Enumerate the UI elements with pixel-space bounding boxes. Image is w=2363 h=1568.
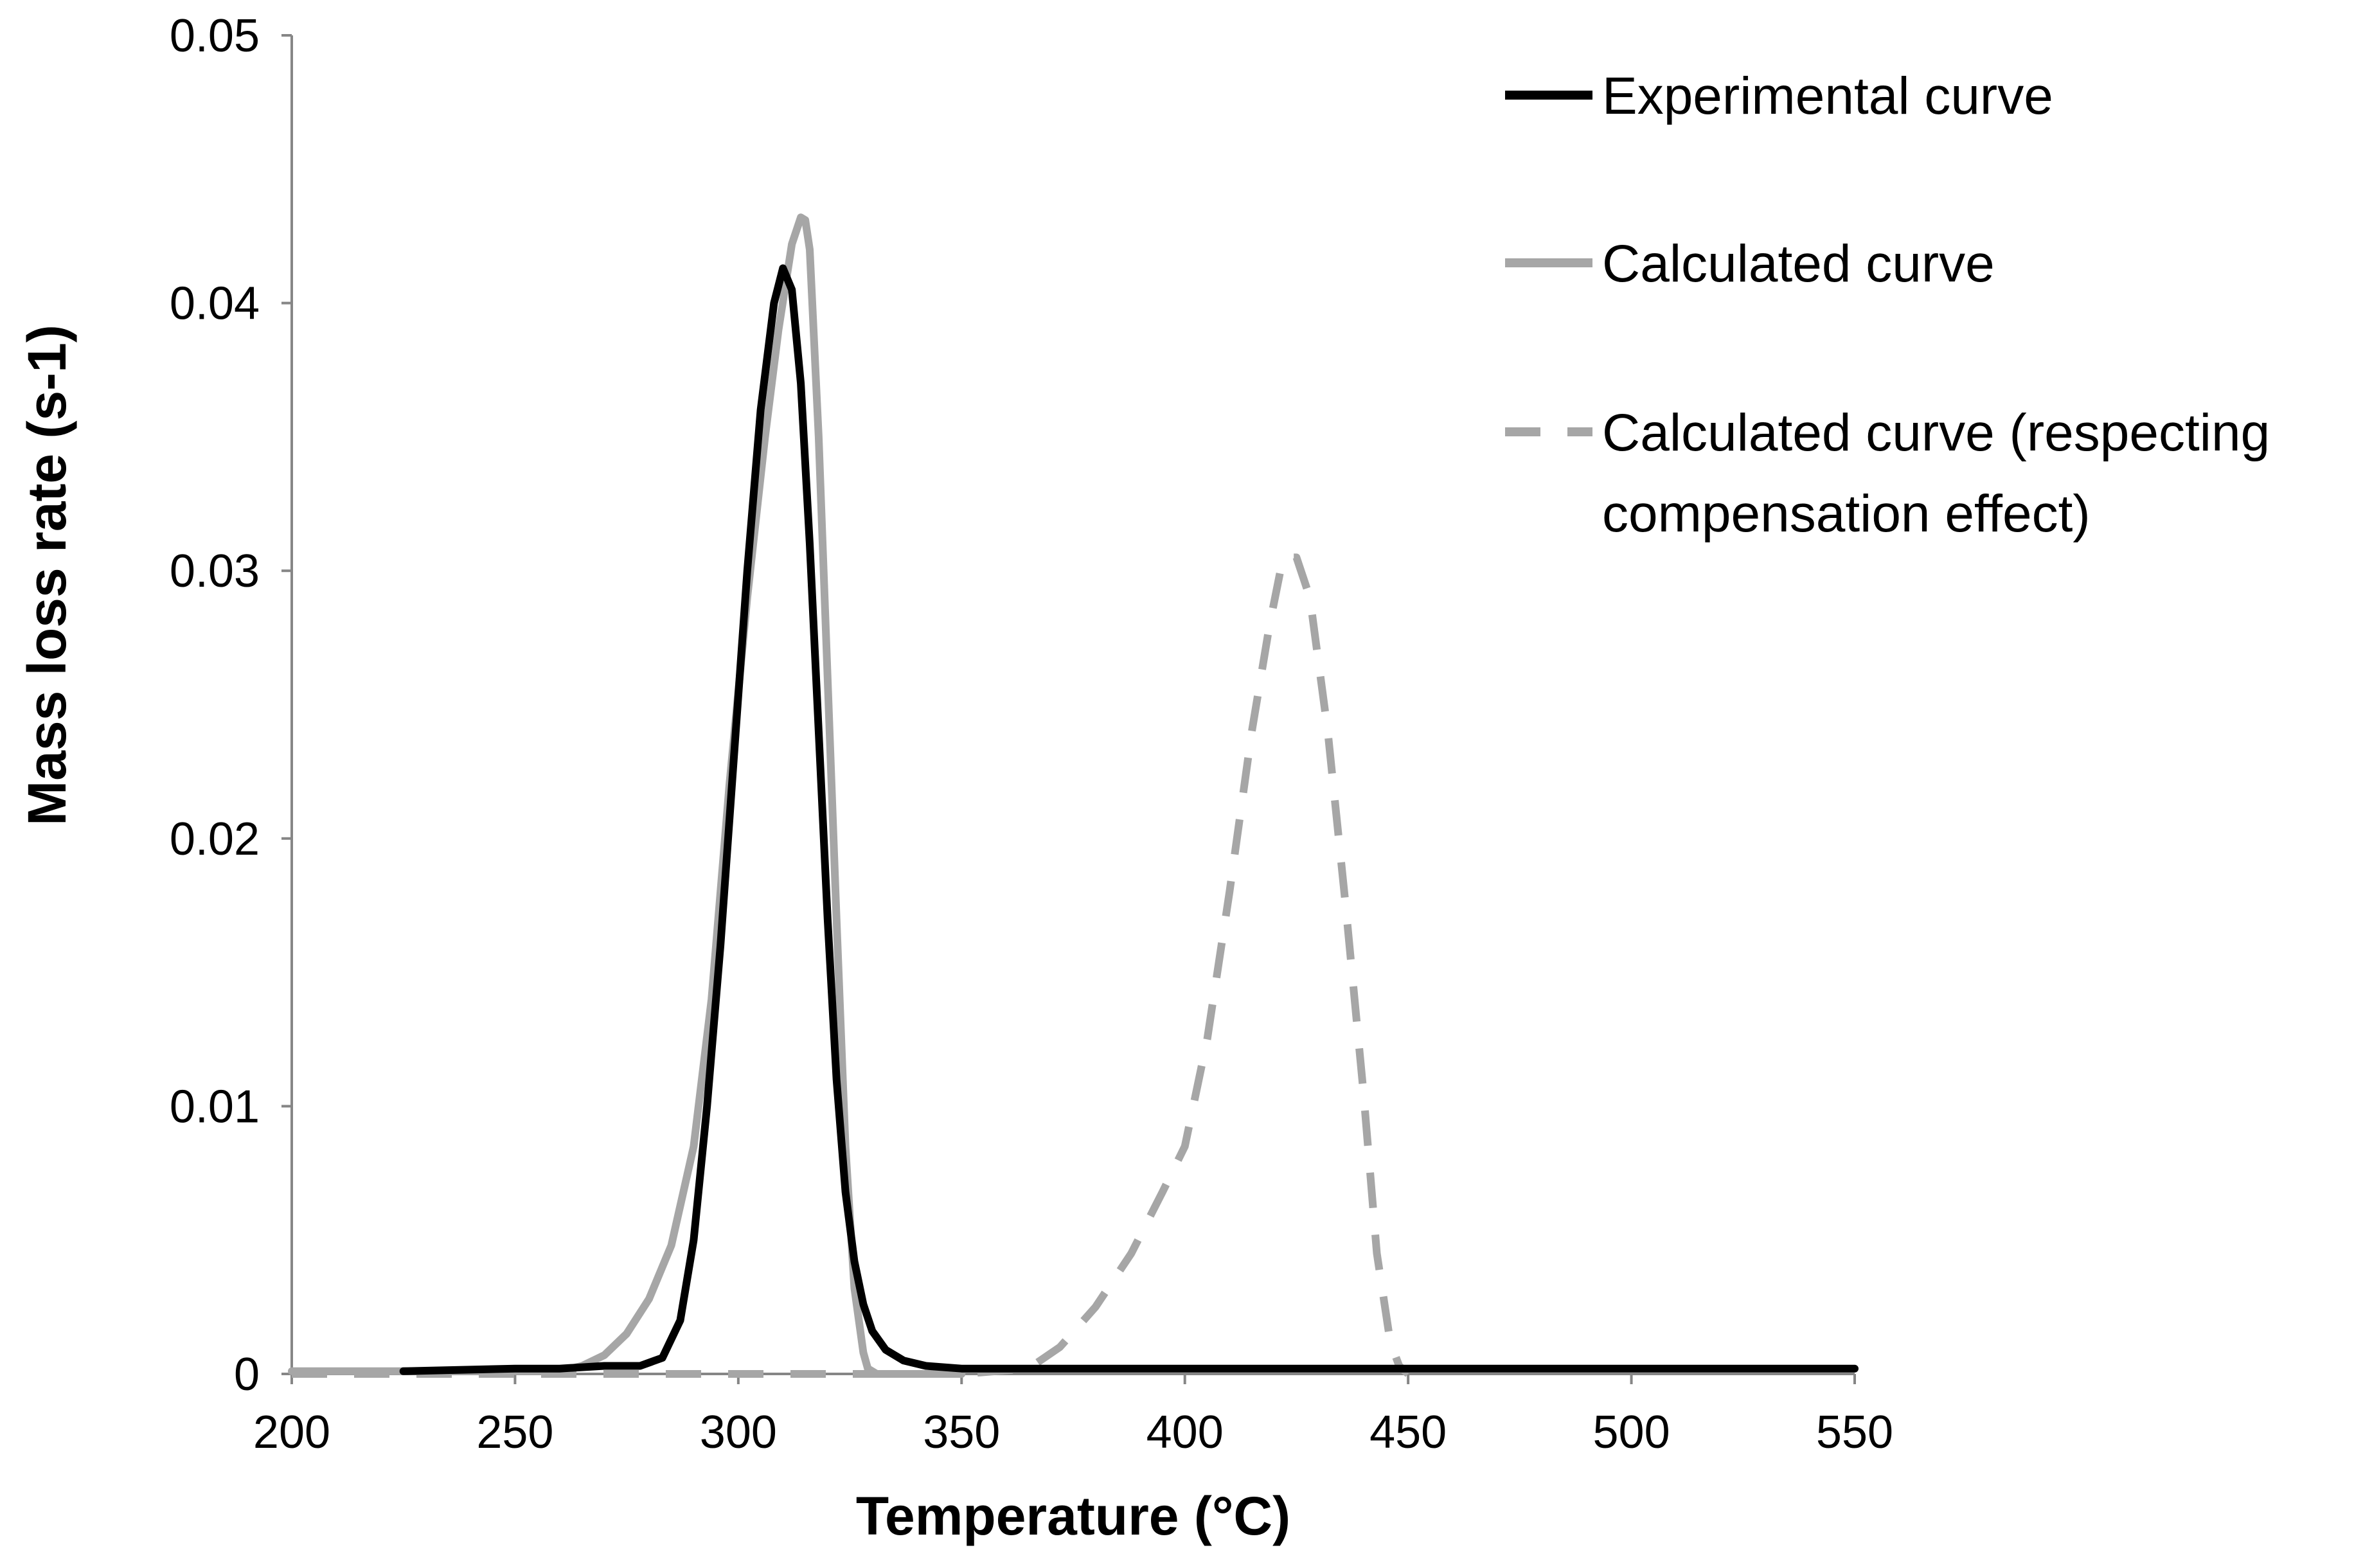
- y-axis-title: Mass loss rate (s-1): [17, 325, 77, 826]
- x-tick-label: 300: [700, 1407, 777, 1458]
- x-tick-label: 250: [476, 1407, 553, 1458]
- y-tick-label: 0.05: [170, 10, 260, 62]
- series-calculated-line: [288, 213, 966, 1378]
- legend-label-compensation-line1: Calculated curve (respecting: [1602, 404, 2270, 462]
- x-tick-label: 500: [1593, 1407, 1670, 1458]
- x-axis-title: Temperature (°C): [856, 1486, 1290, 1546]
- legend: Experimental curve Calculated curve Calc…: [1505, 67, 2270, 543]
- x-tick-label: 450: [1369, 1407, 1447, 1458]
- y-tick-label: 0.02: [170, 814, 260, 865]
- y-ticks: 0 0.01 0.02 0.03 0.04 0.05: [170, 10, 292, 1400]
- legend-label-compensation: Calculated curve (respecting compensation…: [1602, 404, 2270, 543]
- series-experimental-line: [399, 264, 1859, 1375]
- x-ticks: 200 250 300 350 400 450 500 550: [253, 1374, 1893, 1458]
- legend-label-experimental: Experimental curve: [1602, 67, 2053, 125]
- x-tick-label: 400: [1146, 1407, 1224, 1458]
- legend-label-calculated: Calculated curve: [1602, 235, 1995, 293]
- x-tick-label: 200: [253, 1407, 330, 1458]
- y-tick-label: 0.04: [170, 278, 260, 330]
- x-tick-label: 350: [923, 1407, 1000, 1458]
- y-tick-label: 0.03: [170, 546, 260, 597]
- x-tick-label: 550: [1816, 1407, 1893, 1458]
- legend-label-compensation-line2: compensation effect): [1602, 485, 2091, 543]
- series-layer: [288, 213, 1859, 1378]
- y-tick-label: 0.01: [170, 1081, 260, 1132]
- y-tick-label: 0: [234, 1349, 260, 1400]
- series-compensation-line: [292, 553, 1411, 1378]
